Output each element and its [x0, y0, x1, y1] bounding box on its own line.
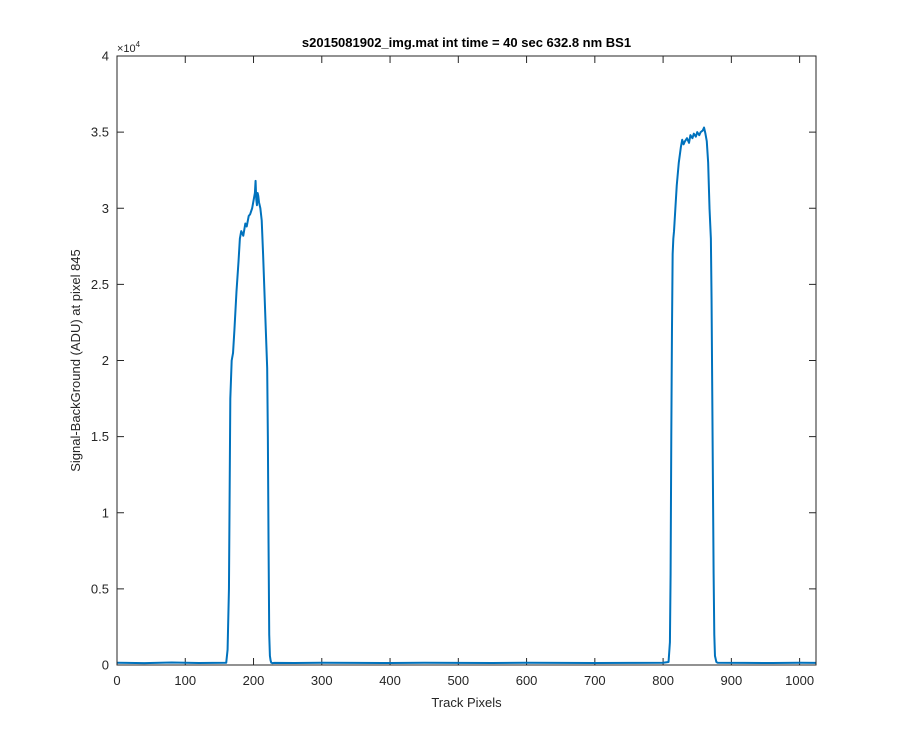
y-axis-exponent: ×104 [117, 40, 141, 55]
x-tick-label: 0 [113, 673, 120, 688]
y-tick-label: 3 [102, 201, 109, 216]
y-axis-label: Signal-BackGround (ADU) at pixel 845 [68, 249, 83, 472]
x-tick-label: 100 [174, 673, 196, 688]
y-exponent-base: ×10 [117, 43, 136, 55]
y-exponent-power: 4 [136, 40, 141, 49]
x-tick-label: 700 [584, 673, 606, 688]
chart-title: s2015081902_img.mat int time = 40 sec 63… [302, 35, 631, 50]
x-tick-label: 500 [447, 673, 469, 688]
y-axis-ticks: 0 0.5 1 1.5 2 2.5 3 3.5 4 [91, 49, 816, 673]
y-tick-label: 2 [102, 353, 109, 368]
x-tick-label: 200 [243, 673, 265, 688]
y-tick-label: 2.5 [91, 277, 109, 292]
plot-area-frame [116, 55, 817, 666]
x-tick-label: 800 [652, 673, 674, 688]
x-axis-label: Track Pixels [431, 695, 502, 710]
y-tick-label: 1 [102, 505, 109, 520]
x-tick-label: 1000 [785, 673, 814, 688]
x-tick-label: 300 [311, 673, 333, 688]
y-tick-label: 0.5 [91, 581, 109, 596]
plot-area-background [117, 56, 816, 665]
y-tick-label: 1.5 [91, 429, 109, 444]
y-tick-label: 3.5 [91, 125, 109, 140]
x-tick-label: 900 [721, 673, 743, 688]
series-layer [116, 126, 817, 665]
series-line [116, 126, 817, 665]
x-tick-label: 400 [379, 673, 401, 688]
x-tick-label: 600 [516, 673, 538, 688]
x-axis-ticks: 0 100 200 300 400 500 600 700 800 900 1000 [113, 56, 814, 688]
y-tick-label: 0 [102, 658, 109, 673]
y-tick-label: 4 [102, 49, 109, 64]
